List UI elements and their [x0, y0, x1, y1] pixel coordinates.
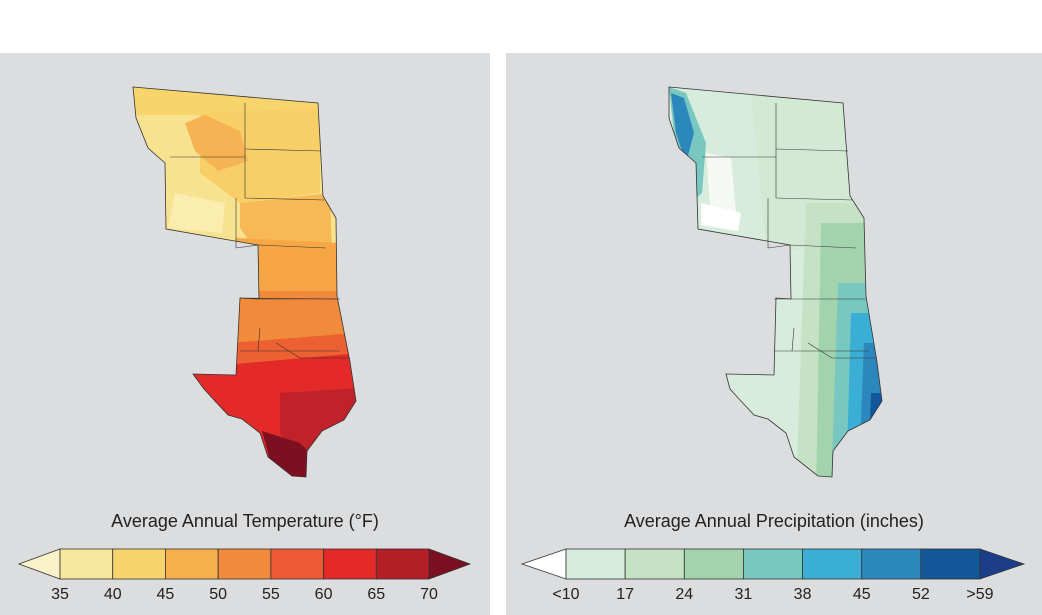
precipitation-legend-tick-label: 31 — [735, 586, 753, 603]
precipitation-map — [668, 86, 883, 478]
state-borders — [702, 103, 876, 359]
precipitation-legend-tick-label: 45 — [853, 586, 871, 603]
temperature-legend-tick-label: 55 — [262, 586, 280, 603]
precipitation-legend-tick-label: <10 — [552, 586, 579, 603]
temperature-legend-tick-label: 45 — [157, 586, 175, 603]
temperature-legend-tick-label: 50 — [209, 586, 227, 603]
temperature-legend-swatch — [112, 548, 166, 580]
precipitation-legend-arrow-low — [520, 548, 567, 580]
precipitation-map-panel: Average Annual Precipitation (inches) <1… — [506, 53, 1042, 615]
temperature-legend-tick-label: 40 — [104, 586, 122, 603]
precipitation-legend-swatch — [624, 548, 685, 580]
temperature-legend-swatch — [375, 548, 430, 580]
temperature-legend-tick-label: 60 — [315, 586, 333, 603]
temperature-legend-swatch — [165, 548, 219, 580]
temperature-legend-swatch — [323, 548, 377, 580]
precipitation-legend: <10 17 24 31 38 45 52 >59 — [520, 548, 1026, 603]
precipitation-legend-tick-label: 38 — [794, 586, 812, 603]
precipitation-legend-swatch — [565, 548, 626, 580]
precipitation-legend-swatch — [743, 548, 803, 580]
precipitation-legend-swatch — [802, 548, 863, 580]
precipitation-legend-tick-label: 24 — [675, 586, 693, 603]
precipitation-legend-swatch — [861, 548, 922, 580]
temperature-legend-swatch — [217, 548, 272, 580]
temperature-map — [132, 86, 357, 478]
precipitation-legend-swatch — [920, 548, 981, 580]
temperature-legend: 35 40 45 50 55 60 65 70 — [17, 548, 472, 603]
state-borders — [170, 103, 350, 359]
temperature-map-panel: Average Annual Temperature (°F) 35 40 45 50… — [0, 53, 490, 615]
precipitation-legend-tick-label: 17 — [616, 586, 634, 603]
temperature-legend-tick-label: 35 — [51, 586, 69, 603]
region-outline — [668, 86, 883, 478]
temperature-legend-swatch — [270, 548, 324, 580]
precipitation-legend-tick-label: >59 — [966, 586, 993, 603]
temperature-legend-arrow-high — [428, 548, 472, 580]
temperature-legend-arrow-low — [17, 548, 61, 580]
temperature-legend-swatch — [59, 548, 114, 580]
precipitation-legend-arrow-high — [979, 548, 1026, 580]
precipitation-legend-swatch — [683, 548, 744, 580]
temperature-legend-tick-label: 70 — [420, 586, 438, 603]
precipitation-legend-title: Average Annual Precipitation (inches) — [624, 511, 924, 531]
temperature-legend-tick-label: 65 — [367, 586, 385, 603]
region-outline — [132, 86, 357, 478]
temperature-legend-title: Average Annual Temperature (°F) — [111, 511, 379, 531]
precipitation-legend-tick-label: 52 — [912, 586, 930, 603]
